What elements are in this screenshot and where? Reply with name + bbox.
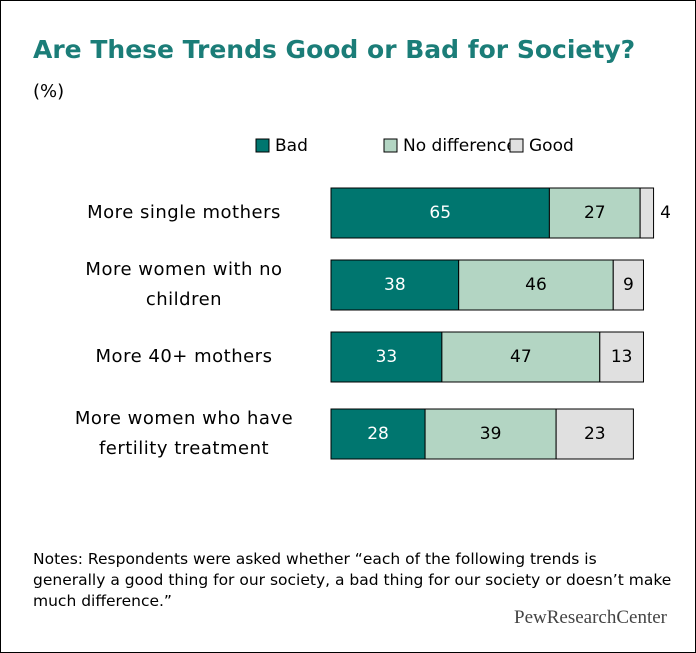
bar-segment bbox=[330, 331, 443, 383]
value-label: 39 bbox=[480, 424, 502, 444]
value-label: 46 bbox=[525, 275, 547, 295]
value-label: 27 bbox=[584, 203, 606, 223]
bar-segment bbox=[612, 259, 644, 311]
chart-subtitle: (%) bbox=[33, 81, 65, 102]
bar-segment bbox=[548, 187, 641, 239]
category-label: More women with no children bbox=[85, 259, 283, 310]
legend-label: Good bbox=[529, 136, 574, 156]
bar-segment bbox=[599, 331, 644, 383]
category-label: More single mothers bbox=[87, 202, 281, 223]
legend-swatch bbox=[509, 138, 524, 153]
legend-label: Bad bbox=[275, 136, 308, 156]
bar-segment bbox=[330, 187, 550, 239]
legend-swatch bbox=[383, 138, 398, 153]
value-label: 23 bbox=[584, 424, 606, 444]
bar-segment bbox=[555, 408, 634, 460]
bar-segment bbox=[458, 259, 614, 311]
category-label: More women who have fertility treatment bbox=[74, 408, 294, 459]
value-label: 4 bbox=[660, 203, 671, 223]
source: PewResearchCenter bbox=[514, 607, 667, 628]
category-label: More 40+ mothers bbox=[95, 346, 273, 367]
value-label: 38 bbox=[384, 275, 406, 295]
notes: Notes: Respondents were asked whether “e… bbox=[33, 550, 672, 610]
value-label: 13 bbox=[611, 347, 633, 367]
value-label: 9 bbox=[623, 275, 634, 295]
bar-segment bbox=[424, 408, 557, 460]
bar-segment bbox=[639, 187, 655, 239]
value-label: 47 bbox=[510, 347, 532, 367]
bar-segment bbox=[330, 408, 426, 460]
legend-swatch bbox=[255, 138, 270, 153]
value-label: 28 bbox=[367, 424, 389, 444]
legend-label: No difference bbox=[403, 136, 517, 156]
value-label: 65 bbox=[429, 203, 451, 223]
chart-title: Are These Trends Good or Bad for Society… bbox=[33, 35, 636, 64]
bar-segment bbox=[330, 259, 460, 311]
value-label: 33 bbox=[376, 347, 398, 367]
